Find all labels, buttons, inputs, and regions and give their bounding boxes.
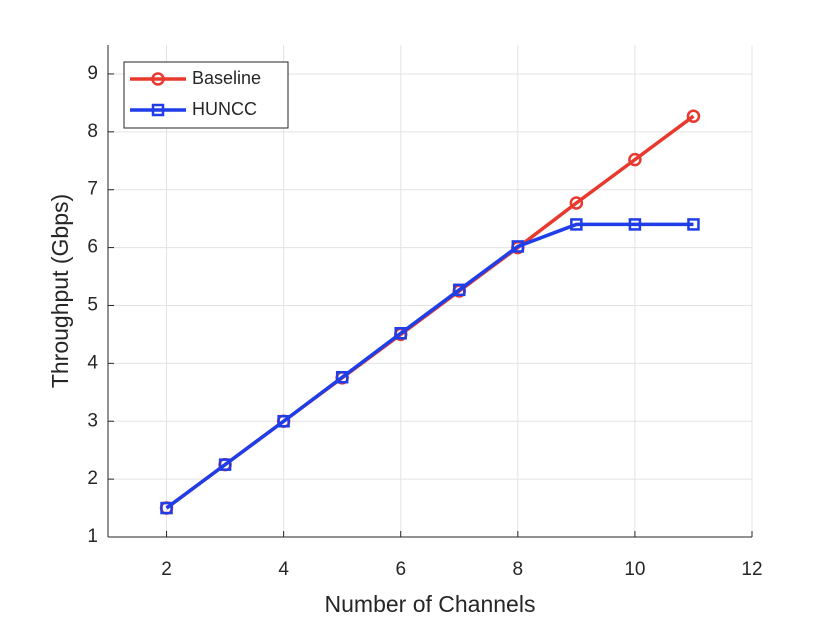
x-tick-label: 12: [741, 559, 762, 580]
legend-label: HUNCC: [192, 99, 257, 119]
legend-label: Baseline: [192, 68, 261, 88]
y-tick-label: 9: [87, 63, 98, 84]
legend-box: [123, 61, 289, 129]
data-point: [628, 152, 642, 167]
y-axis-label: Throughput (Gbps): [47, 194, 73, 388]
series-line: [165, 222, 694, 510]
y-tick-label: 8: [87, 121, 98, 142]
data-point: [570, 218, 583, 231]
x-tick-label: 8: [513, 559, 524, 580]
data-point: [160, 501, 173, 515]
legend-marker: [151, 72, 165, 86]
data-point: [628, 218, 642, 231]
data-point: [277, 414, 290, 428]
y-tick-label: 2: [87, 468, 98, 489]
x-tick-label: 10: [624, 559, 645, 580]
data-point: [453, 283, 466, 297]
x-axis-label: Number of Channels: [325, 591, 536, 617]
y-tick-label: 1: [87, 526, 98, 547]
y-tick-label: 7: [87, 179, 98, 200]
y-tick-label: 3: [87, 410, 98, 431]
data-point: [335, 370, 349, 384]
data-point: [511, 240, 525, 253]
data-point: [569, 196, 584, 210]
x-tick-label: 6: [395, 559, 406, 580]
y-tick-label: 4: [87, 352, 98, 373]
x-tick-label: 2: [161, 559, 172, 580]
legend-marker: [151, 103, 165, 117]
x-tick-label: 4: [278, 559, 289, 580]
y-tick-label: 6: [87, 237, 98, 258]
data-point: [687, 218, 700, 231]
data-point: [686, 109, 701, 123]
data-point: [394, 327, 407, 340]
data-point: [218, 458, 232, 471]
y-tick-label: 5: [87, 294, 98, 315]
